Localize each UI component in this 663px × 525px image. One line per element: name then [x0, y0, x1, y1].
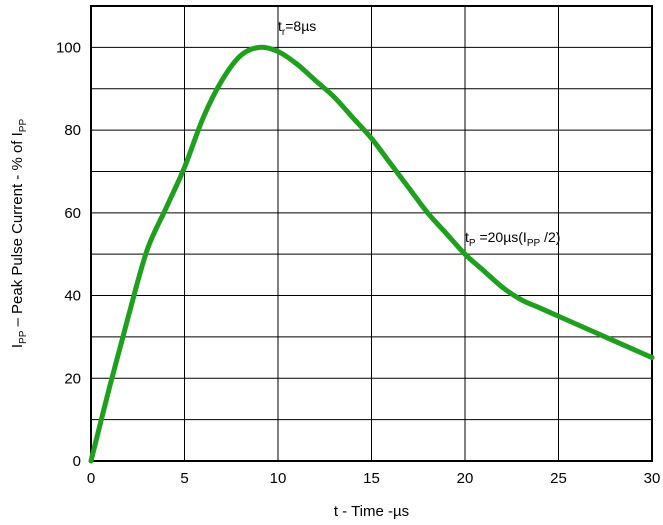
anno-tr-sub: r — [282, 27, 286, 38]
y-tick-label: 20 — [64, 370, 81, 387]
annotation-rise-time: tr=8µs — [278, 18, 316, 38]
y-title-post-sub: PP — [18, 119, 29, 133]
anno-tp-sub: P — [469, 238, 476, 249]
y-axis-title: IPP – Peak Pulse Current - % of IPP — [9, 119, 29, 349]
y-tick-label: 60 — [64, 205, 81, 222]
y-tick-label: 80 — [64, 122, 81, 139]
x-axis-title: t - Time -µs — [334, 503, 409, 520]
y-title-pre: I — [9, 344, 26, 348]
y-title-pre-sub: PP — [18, 330, 29, 344]
anno-tr-post: =8µs — [285, 18, 316, 34]
x-tick-label: 10 — [270, 470, 287, 487]
y-tick-label: 100 — [56, 39, 81, 56]
series-line-ipp — [88, 44, 655, 464]
x-tick-label: 25 — [550, 470, 567, 487]
x-tick-label: 15 — [363, 470, 380, 487]
tick-labels: 0 5 10 15 20 25 30 0 20 40 60 80 100 — [56, 39, 660, 487]
x-tick-label: 30 — [644, 470, 661, 487]
anno-tp-mid: =20µs(I — [476, 229, 527, 245]
y-title-main: – Peak Pulse Current - % of I — [9, 132, 26, 330]
y-tick-label: 40 — [64, 288, 81, 305]
x-tick-label: 0 — [87, 470, 95, 487]
annotation-pulse-time: tP =20µs(IPP /2) — [465, 229, 560, 249]
y-tick-label: 0 — [73, 453, 81, 470]
anno-tp-sub2: PP — [527, 238, 541, 249]
x-tick-label: 5 — [180, 470, 188, 487]
anno-tr-pre: t — [278, 18, 282, 34]
anno-tp-pre: t — [465, 229, 469, 245]
anno-tp-post: /2) — [540, 229, 560, 245]
plot-frame — [90, 5, 653, 462]
grid — [91, 6, 652, 461]
x-tick-label: 20 — [457, 470, 474, 487]
